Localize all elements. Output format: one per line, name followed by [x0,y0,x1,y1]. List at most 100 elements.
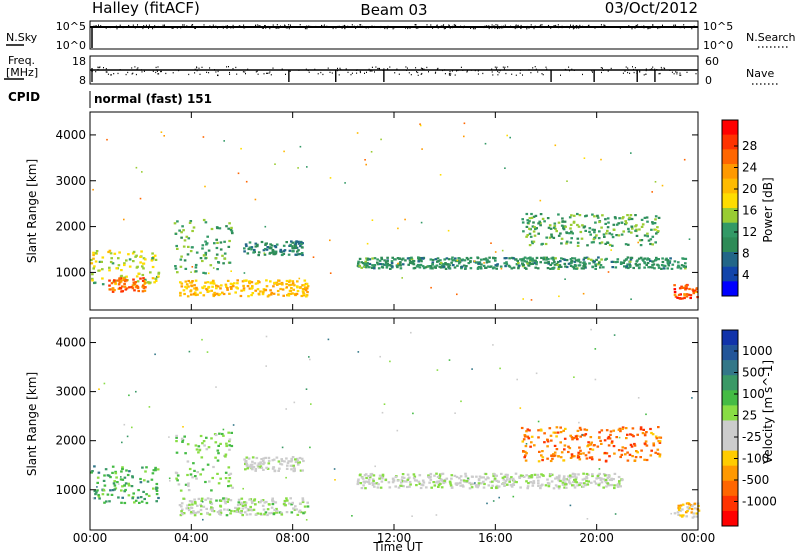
nave-point [643,74,645,76]
scatter-cell [467,477,469,480]
nsky-point [555,24,557,27]
echo-cell [227,466,231,469]
echo-cell [186,460,190,463]
echo-cell [273,245,277,248]
echo-cell [608,455,611,458]
nave-point [406,67,408,69]
echo-cell [585,479,588,483]
nsky-point [679,26,681,29]
echo-cell [442,263,445,266]
echo-cell [135,284,139,287]
freq-label-2: [MHz] [6,66,38,79]
echo-cell [552,258,556,261]
colorbar-tick-label: -500 [742,473,769,487]
echo-cell [106,474,110,477]
echo-cell [386,260,389,263]
nave-point [542,74,544,76]
scatter-cell [206,351,209,353]
echo-cell [661,260,665,264]
echo-cell [641,258,644,261]
echo-cell [215,246,219,250]
nsky-point [243,27,245,29]
nsky-point [691,27,693,30]
echo-cell [261,499,265,502]
colorbar-frame [721,119,739,297]
nsky-point [326,25,328,28]
nsky-point [553,25,555,27]
echo-cell [144,470,147,473]
echo-cell [175,434,178,437]
echo-cell [131,287,135,290]
echo-cell [474,261,478,264]
echo-cell [587,441,590,444]
nave-point [377,67,379,70]
nsky-point [258,25,260,27]
echo-cell [515,481,518,484]
nsky-point [299,24,301,26]
echo-cell [496,263,499,266]
echo-cell [97,493,100,497]
nave-point [624,70,626,72]
echo-cell [633,444,637,447]
echo-cell [377,267,381,270]
echo-cell [248,498,251,501]
nsky-point [576,25,578,27]
echo-cell [561,257,565,261]
scatter-cell [471,368,473,370]
echo-cell [301,253,304,257]
echo-cell [179,294,182,297]
echo-cell [180,510,183,513]
echo-cell [434,266,437,269]
scatter-cell [329,177,332,179]
echo-cell [466,258,470,261]
scatter-cell [333,468,336,470]
nsky-point [561,26,563,29]
nave-point [247,68,249,70]
echo-cell [363,264,367,267]
echo-cell [101,283,105,286]
echo-cell [221,432,224,436]
echo-cell [591,473,594,476]
echo-cell [673,291,677,294]
echo-cell [567,475,570,478]
echo-cell [602,266,605,269]
nsky-point [493,25,495,27]
echo-cell [183,435,186,438]
nave-point [421,72,423,75]
nsky-point [115,25,117,27]
echo-cell [246,252,250,255]
echo-cell [300,294,304,298]
echo-cell [124,288,128,291]
echo-cell [541,450,544,453]
colorbar-swatch [722,345,738,361]
scatter-cell [380,138,382,141]
echo-cell [593,231,596,234]
echo-cell [583,477,587,480]
echo-cell [533,261,537,265]
echo-cell [135,266,139,269]
nave-point [339,67,341,69]
echo-cell [647,266,650,269]
echo-cell [141,290,145,293]
nave-point [298,69,300,71]
nave-point [592,71,593,73]
nave-point [331,72,333,74]
echo-cell [652,444,656,447]
echo-cell [528,220,531,223]
echo-cell [113,484,117,487]
echo-cell [239,294,243,298]
nave-point [498,71,500,74]
echo-cell [248,281,251,284]
echo-cell [692,515,696,518]
echo-cell [254,245,258,248]
echo-cell [184,285,187,288]
echo-cell [433,474,436,477]
echo-cell [643,257,646,260]
nave-point [257,73,259,75]
nave-point [676,73,678,75]
echo-cell [557,487,561,490]
nave-point [266,72,268,74]
scatter-cell [419,124,422,127]
echo-cell [568,447,572,450]
echo-cell [92,267,95,270]
